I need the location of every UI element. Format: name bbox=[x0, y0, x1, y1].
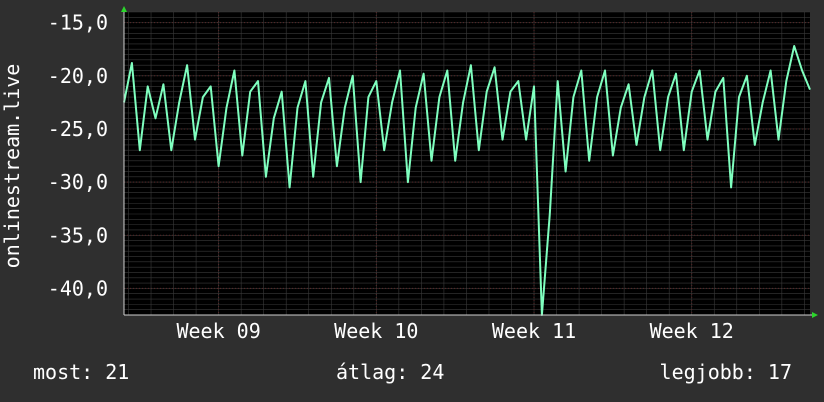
y-tick-label: -40,0 bbox=[48, 276, 108, 300]
y-tick-label: -20,0 bbox=[48, 64, 108, 88]
average-stat: átlag: 24 bbox=[336, 360, 445, 384]
x-tick-label: Week 12 bbox=[650, 319, 734, 343]
y-axis-arrow-icon bbox=[121, 6, 127, 12]
y-tick-label: -25,0 bbox=[48, 117, 108, 141]
grid bbox=[124, 11, 810, 316]
y-tick-label: -35,0 bbox=[48, 223, 108, 247]
x-tick-label: Week 10 bbox=[334, 319, 418, 343]
best-stat: legjobb: 17 bbox=[659, 360, 792, 384]
y-tick-labels: -15,0 -20,0 -25,0 -30,0 -35,0 -40,0 bbox=[48, 11, 108, 301]
y-axis-label: onlinestream.live bbox=[0, 64, 24, 269]
current-stat: most: 21 bbox=[33, 360, 130, 384]
stats-bar: most: 21 átlag: 24 legjobb: 17 bbox=[0, 360, 824, 390]
chart: -15,0-20,0-25,0-30,0-35,0-40,0 Week 09 We… bbox=[0, 6, 818, 343]
y-tick-label: -15,0 bbox=[48, 11, 108, 35]
plot-area bbox=[124, 12, 810, 315]
x-axis-arrow-icon bbox=[812, 312, 818, 318]
x-tick-label: Week 11 bbox=[492, 319, 576, 343]
series-line bbox=[123, 45, 811, 316]
x-tick-labels: Week 09 Week 10 Week 11 Week 12 bbox=[176, 319, 733, 343]
x-tick-label: Week 09 bbox=[176, 319, 260, 343]
y-tick-label: -30,0 bbox=[48, 170, 108, 194]
axes bbox=[121, 6, 818, 318]
